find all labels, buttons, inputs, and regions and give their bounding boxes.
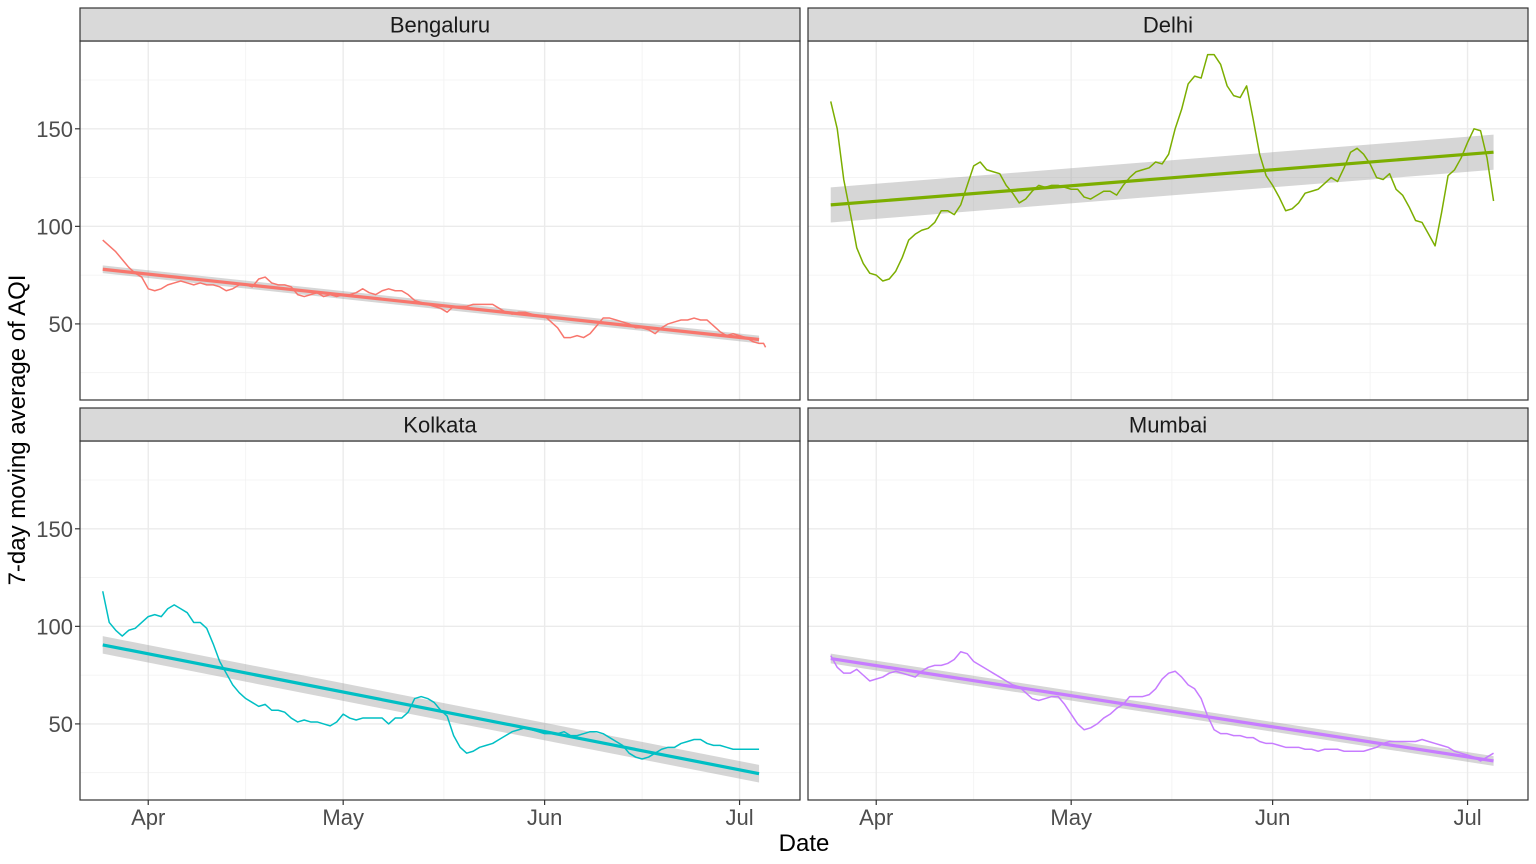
facet-strip: Delhi — [807, 7, 1529, 42]
x-tick-label: Jun — [527, 805, 562, 830]
series-line-delhi — [830, 53, 1495, 282]
x-tick-label: Apr — [859, 805, 893, 830]
plot-area — [102, 239, 767, 348]
facet-strip-background — [79, 7, 801, 42]
panel-bengaluru: Bengaluru — [79, 7, 801, 401]
facet-strip-background — [807, 7, 1529, 42]
panel-background — [808, 441, 1528, 800]
plot-area — [102, 591, 760, 783]
panel-background — [808, 41, 1528, 400]
gridlines — [808, 41, 1528, 400]
facet-label: Bengaluru — [390, 13, 490, 38]
plot-area — [830, 650, 1494, 766]
y-tick-label: 150 — [36, 517, 73, 542]
x-tick-label: May — [1050, 805, 1092, 830]
y-tick-label: 50 — [49, 312, 73, 337]
y-axis-title: 7-day moving average of AQI — [4, 275, 31, 586]
y-tick-label: 100 — [36, 614, 73, 639]
y-tick-label: 150 — [36, 117, 73, 142]
axes-layer: 50 100 150 50 100 150 Apr May Jun Jul Apr May Jun Jul — [36, 117, 1481, 830]
gridlines — [80, 441, 800, 800]
facet-label: Kolkata — [403, 413, 477, 438]
facet-strip-background — [807, 407, 1529, 442]
x-tick-label: Jul — [726, 805, 754, 830]
series-line-bengaluru — [102, 239, 767, 348]
panel-delhi: Delhi — [807, 7, 1529, 401]
facet-strip: Mumbai — [807, 407, 1529, 442]
trend-line-bengaluru — [102, 267, 760, 342]
series-line-kolkata — [102, 591, 760, 760]
trend-line-delhi — [830, 150, 1494, 207]
facet-strip: Bengaluru — [79, 7, 801, 42]
x-tick-label: Jun — [1255, 805, 1290, 830]
x-axis-title: Date — [779, 830, 830, 857]
x-tick-label: May — [322, 805, 364, 830]
gridlines — [80, 41, 800, 400]
y-tick-label: 50 — [49, 712, 73, 737]
panel-kolkata: Kolkata — [79, 407, 801, 801]
panel-background — [80, 441, 800, 800]
plot-area — [830, 53, 1495, 282]
panel-mumbai: Mumbai — [807, 407, 1529, 801]
x-tick-label: Apr — [131, 805, 165, 830]
trend-line-kolkata — [102, 643, 760, 776]
facet-strip-background — [79, 407, 801, 442]
facet-strip: Kolkata — [79, 407, 801, 442]
panels-layer: Bengaluru Delhi Kolkata Mumbai — [79, 7, 1529, 801]
facet-label: Delhi — [1143, 13, 1193, 38]
x-tick-label: Jul — [1454, 805, 1482, 830]
trend-line-mumbai — [830, 656, 1494, 763]
y-tick-label: 100 — [36, 214, 73, 239]
gridlines — [808, 441, 1528, 800]
facet-label: Mumbai — [1129, 413, 1207, 438]
panel-background — [80, 41, 800, 400]
